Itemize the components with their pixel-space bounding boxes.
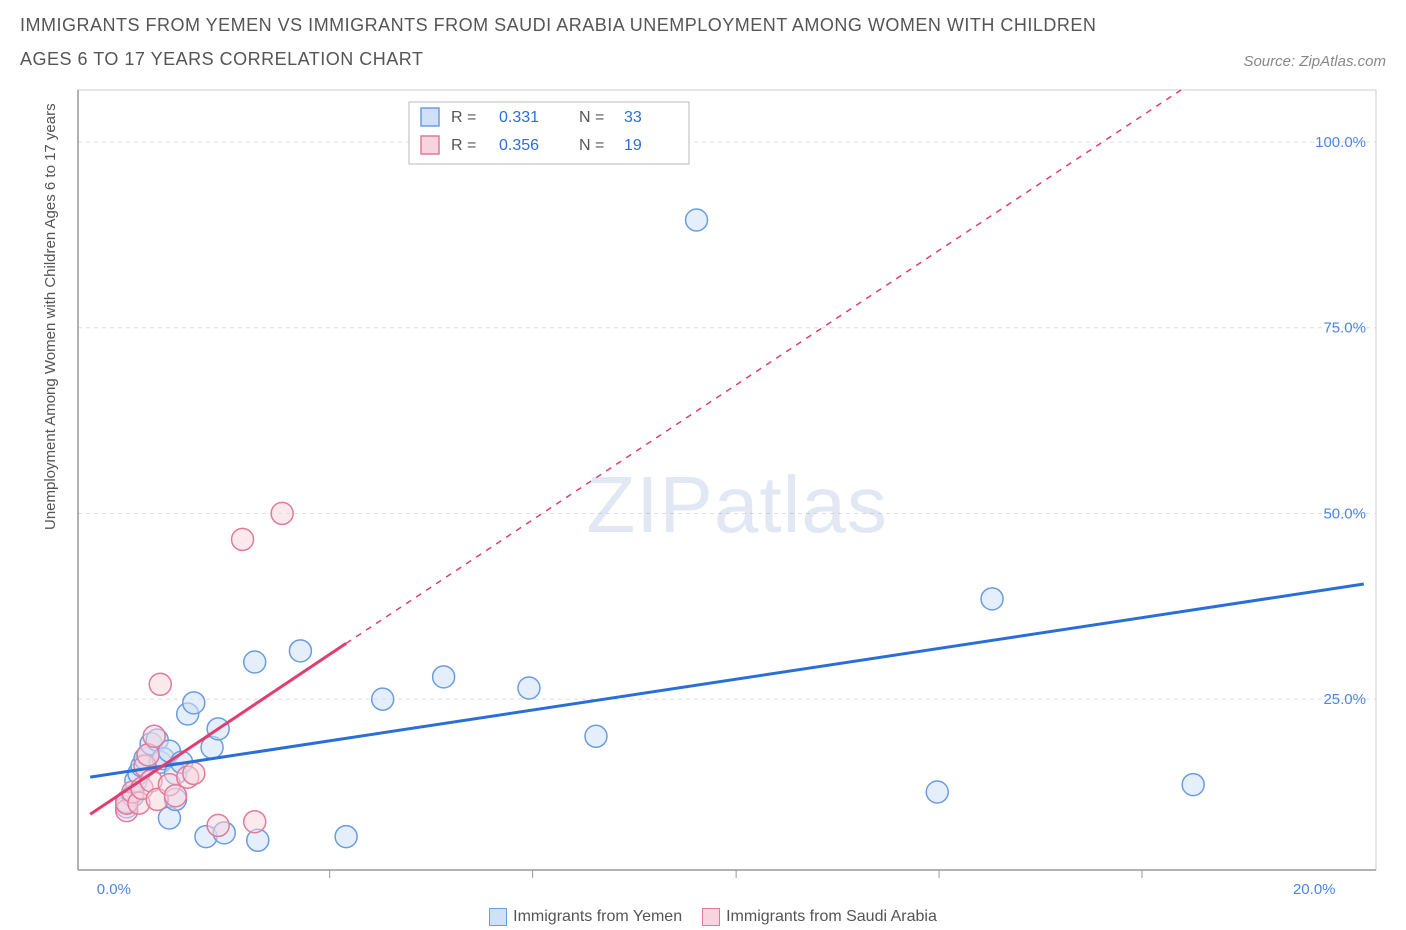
svg-text:R =: R =	[451, 109, 476, 126]
legend-swatch	[489, 908, 507, 926]
data-point	[335, 826, 357, 848]
chart-area: Unemployment Among Women with Children A…	[20, 80, 1386, 930]
svg-text:50.0%: 50.0%	[1323, 505, 1366, 522]
legend-swatch	[702, 908, 720, 926]
svg-text:0.356: 0.356	[499, 137, 539, 154]
data-point	[289, 640, 311, 662]
data-point	[232, 528, 254, 550]
svg-text:25.0%: 25.0%	[1323, 691, 1366, 708]
data-point	[1182, 774, 1204, 796]
data-point	[585, 725, 607, 747]
data-point	[271, 502, 293, 524]
data-point	[183, 692, 205, 714]
data-point	[244, 651, 266, 673]
chart-title: IMMIGRANTS FROM YEMEN VS IMMIGRANTS FROM…	[20, 8, 1120, 76]
data-point	[165, 785, 187, 807]
data-point	[372, 688, 394, 710]
data-point	[244, 811, 266, 833]
legend-label: Immigrants from Saudi Arabia	[726, 908, 937, 925]
svg-text:N =: N =	[579, 137, 604, 154]
data-point	[207, 814, 229, 836]
data-point	[183, 762, 205, 784]
svg-text:20.0%: 20.0%	[1293, 881, 1336, 898]
data-point	[149, 673, 171, 695]
svg-text:0.331: 0.331	[499, 109, 539, 126]
scatter-plot: 25.0% 50.0% 75.0% 100.0% 0.0% 20.0% R = 0.331 N …	[20, 80, 1386, 900]
svg-text:R =: R =	[451, 137, 476, 154]
bottom-legend: Immigrants from Yemen Immigrants from Sau…	[0, 908, 1406, 926]
svg-text:19: 19	[624, 137, 642, 154]
legend-label: Immigrants from Yemen	[513, 908, 682, 925]
svg-text:N =: N =	[579, 109, 604, 126]
data-point	[981, 588, 1003, 610]
svg-text:100.0%: 100.0%	[1315, 134, 1366, 151]
svg-text:75.0%: 75.0%	[1323, 320, 1366, 337]
svg-text:33: 33	[624, 109, 642, 126]
data-point	[926, 781, 948, 803]
source-attribution: Source: ZipAtlas.com	[1243, 53, 1386, 76]
data-point	[518, 677, 540, 699]
data-point	[143, 725, 165, 747]
data-point	[433, 666, 455, 688]
data-point	[686, 209, 708, 231]
y-axis-label: Unemployment Among Women with Children A…	[42, 103, 59, 530]
svg-text:0.0%: 0.0%	[97, 881, 131, 898]
